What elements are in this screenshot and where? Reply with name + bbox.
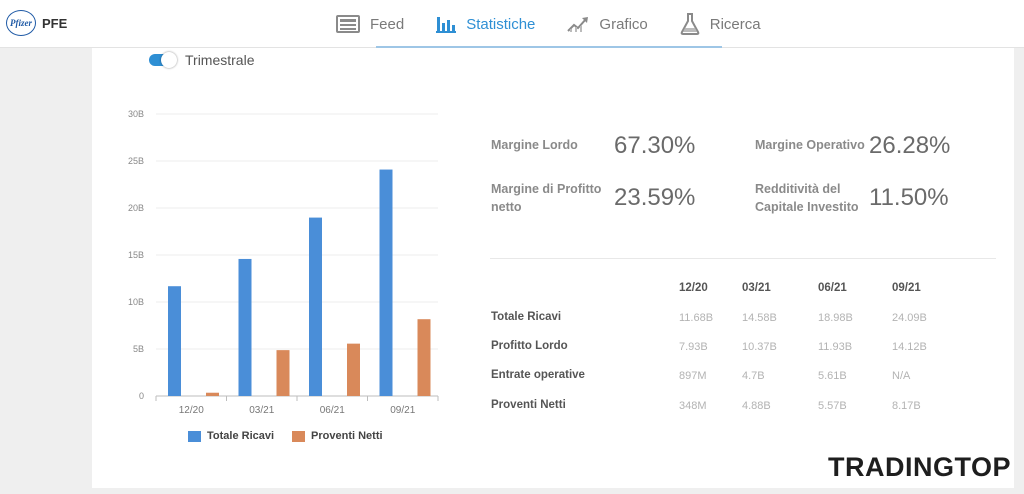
trend-chart-icon <box>567 15 589 33</box>
table-cell: 4.7B <box>742 370 765 382</box>
table-cell: 14.12B <box>892 341 927 353</box>
metric-value-margine-operativo: 26.28% <box>869 132 951 159</box>
toggle-switch[interactable] <box>149 52 177 68</box>
table-cell: 8.17B <box>892 400 921 412</box>
row-label-profitto-lordo: Profitto Lordo <box>491 340 568 352</box>
tradingtop-watermark: TRADINGTOP <box>828 452 1012 482</box>
legend-swatch <box>188 430 201 442</box>
table-cell: 7.93B <box>679 341 708 353</box>
tab-ricerca[interactable]: Ricerca <box>664 0 777 48</box>
table-cell: 14.58B <box>742 312 777 324</box>
table-cell: 5.61B <box>818 370 847 382</box>
table-header: 12/20 <box>679 282 708 294</box>
brand[interactable]: Pfizer PFE <box>6 10 67 36</box>
x-tick-label: 09/21 <box>390 405 415 416</box>
table-cell: 18.98B <box>818 312 853 324</box>
pfizer-logo: Pfizer <box>6 10 36 36</box>
nav-underline <box>376 46 722 48</box>
row-label-totale-ricavi: Totale Ricavi <box>491 311 562 323</box>
main-nav: Feed Statistiche Grafico Ricerca <box>320 0 777 48</box>
table-header: 03/21 <box>742 282 771 294</box>
ticker-symbol: PFE <box>42 15 68 31</box>
bar-proventi-netti <box>276 350 290 396</box>
tab-feed-label: Feed <box>370 15 405 33</box>
legend-label: Proventi Netti <box>311 430 383 442</box>
table-cell: 4.88B <box>742 400 771 412</box>
x-tick-label: 03/21 <box>249 405 274 416</box>
x-tick-label: 12/20 <box>179 405 204 416</box>
table-header: 06/21 <box>818 282 847 294</box>
tab-grafico[interactable]: Grafico <box>551 0 663 48</box>
bar-proventi-netti <box>206 392 219 396</box>
tab-statistiche-label: Statistiche <box>466 15 536 33</box>
legend-label: Totale Ricavi <box>207 430 275 442</box>
bar-proventi-netti <box>347 343 360 396</box>
stats-card: Trimestrale 0 5B 10B 15B 20B 25B 30B 12/20 03/21… <box>92 48 1014 488</box>
period-toggle[interactable]: Trimestrale <box>149 52 255 68</box>
legend-swatch <box>292 430 306 442</box>
y-tick-label: 25B <box>128 156 144 166</box>
metric-label-margine-lordo: Margine Lordo <box>491 138 578 152</box>
row-label-entrate-operative: Entrate operative <box>491 369 585 381</box>
table-cell: N/A <box>892 370 911 382</box>
row-label-proventi-netti: Proventi Netti <box>491 399 566 411</box>
bar-totale-ricavi <box>309 217 322 396</box>
y-tick-label: 20B <box>128 203 144 213</box>
metric-value-redditivita: 11.50% <box>869 184 949 211</box>
bar-totale-ricavi <box>379 169 393 396</box>
flask-icon <box>680 13 700 35</box>
top-bar: Pfizer PFE Feed Statistiche Grafico Ric <box>0 0 1024 48</box>
bar-totale-ricavi <box>238 258 252 396</box>
table-cell: 348M <box>679 400 707 412</box>
table-cell: 11.68B <box>679 312 714 324</box>
table-cell: 24.09B <box>892 312 927 324</box>
revenue-bar-chart: 0 5B 10B 15B 20B 25B 30B 12/20 03/21 06/21 09/21 <box>128 109 439 416</box>
y-tick-label: 30B <box>128 109 144 119</box>
toggle-label: Trimestrale <box>185 52 255 68</box>
legend-item-totale-ricavi[interactable]: Totale Ricavi <box>188 430 274 442</box>
tab-feed[interactable]: Feed <box>320 0 420 48</box>
bar-proventi-netti <box>417 319 431 396</box>
table-cell: 5.57B <box>818 400 847 412</box>
divider <box>490 258 996 259</box>
y-tick-label: 0 <box>139 391 144 401</box>
table-cell: 897M <box>679 370 707 382</box>
y-tick-label: 15B <box>128 250 144 260</box>
bar-totale-ricavi <box>168 286 181 396</box>
table-cell: 11.93B <box>818 341 853 353</box>
y-tick-label: 5B <box>133 344 144 354</box>
metric-label-margine-profitto: Margine di Profitto netto <box>491 182 602 214</box>
y-tick-label: 10B <box>128 297 144 307</box>
bar-chart-icon <box>436 15 457 33</box>
tab-statistiche[interactable]: Statistiche <box>420 0 552 48</box>
x-tick-label: 06/21 <box>320 405 345 416</box>
metric-value-margine-lordo: 67.30% <box>614 132 696 159</box>
table-cell: 10.37B <box>742 341 777 353</box>
tab-grafico-label: Grafico <box>599 15 648 33</box>
metric-label-margine-operativo: Margine Operativo <box>755 138 865 152</box>
legend-item-proventi-netti[interactable]: Proventi Netti <box>292 430 383 442</box>
metric-label-redditivita: Redditività del Capitale Investito <box>755 182 859 214</box>
metric-value-margine-profitto: 23.59% <box>614 184 696 211</box>
tab-ricerca-label: Ricerca <box>709 15 761 33</box>
table-header: 09/21 <box>892 282 921 294</box>
news-icon <box>336 14 360 34</box>
chart-legend: Totale Ricavi Proventi Netti <box>188 430 401 442</box>
